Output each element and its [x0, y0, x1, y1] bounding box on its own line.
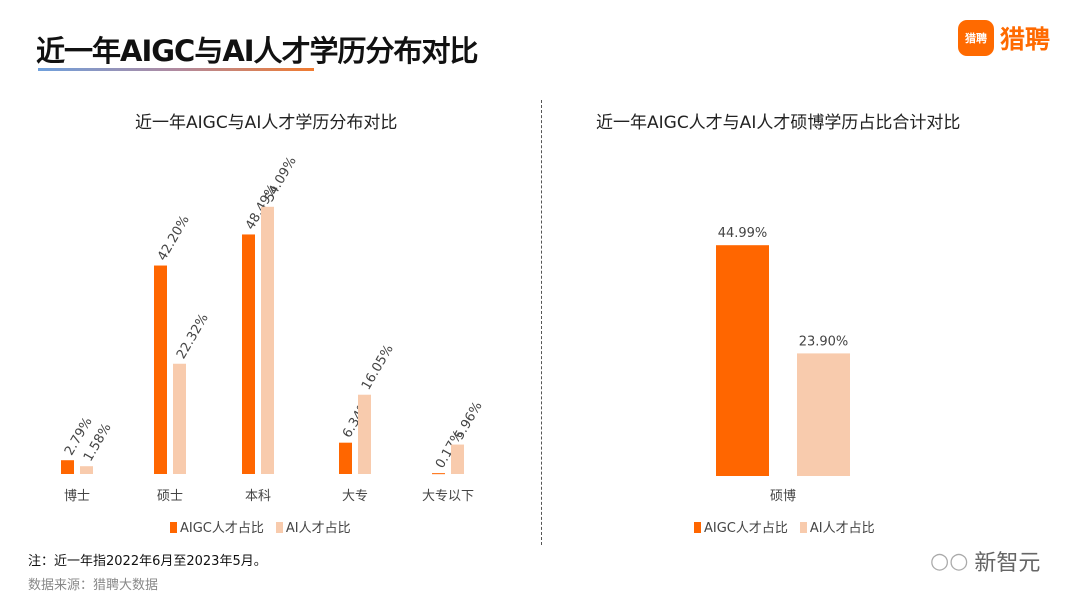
data-label: 44.99%	[718, 226, 768, 241]
liepin-logo: 猎聘 猎聘	[958, 20, 1050, 56]
title-underline	[38, 68, 314, 71]
bar-ai-0	[80, 466, 93, 474]
data-label: 22.32%	[174, 311, 212, 361]
wechat-icon: ○○	[930, 548, 969, 574]
watermark: ○○ 新智元	[930, 545, 1040, 577]
category-label: 硕士	[157, 489, 183, 504]
bar-aigc	[716, 245, 769, 476]
bar-ai-1	[173, 363, 186, 474]
bar-aigc-2	[242, 234, 255, 474]
category-label: 本科	[245, 489, 271, 504]
category-label: 大专	[342, 489, 368, 504]
logo-badge: 猎聘	[958, 20, 994, 56]
legend-aigc: AIGC人才占比	[170, 517, 264, 536]
bar-aigc-4	[432, 473, 445, 475]
bar-ai-4	[451, 444, 464, 474]
data-source: 数据来源：猎聘大数据	[28, 578, 159, 593]
data-label: 23.90%	[799, 334, 849, 349]
bar-aigc-1	[154, 265, 167, 474]
watermark-text: 新智元	[974, 551, 1041, 576]
legend-aigc: AIGC人才占比	[694, 517, 788, 536]
data-label: 16.05%	[359, 342, 397, 392]
legend-swatch-aigc	[170, 522, 177, 533]
bar-ai-3	[358, 394, 371, 474]
legend-swatch-aigc	[694, 522, 701, 533]
footnote: 注：近一年指2022年6月至2023年5月。	[28, 554, 267, 569]
bar-ai	[797, 353, 850, 476]
legend-label: AIGC人才占比	[180, 521, 264, 536]
bar-aigc-3	[339, 442, 352, 474]
data-label: 42.20%	[155, 213, 193, 263]
data-label: 5.96%	[452, 399, 486, 442]
right-chart-title: 近一年AIGC人才与AI人才硕博学历占比合计对比	[596, 113, 961, 133]
left-legend: AIGC人才占比 AI人才占比	[170, 517, 351, 536]
legend-swatch-ai	[799, 522, 807, 533]
chart-divider	[541, 100, 542, 545]
legend-ai: AI人才占比	[799, 517, 875, 536]
left-chart-title: 近一年AIGC与AI人才学历分布对比	[135, 113, 398, 133]
data-label: 54.09%	[262, 154, 300, 204]
bar-aigc-0	[61, 460, 74, 474]
legend-ai: AI人才占比	[275, 517, 351, 536]
legend-label: AIGC人才占比	[704, 521, 788, 536]
right-legend: AIGC人才占比 AI人才占比	[694, 517, 875, 536]
page-title: 近一年AIGC与AI人才学历分布对比	[36, 34, 479, 68]
legend-label: AI人才占比	[285, 521, 351, 536]
category-label: 大专以下	[422, 489, 474, 504]
legend-swatch-ai	[275, 522, 283, 533]
logo-text: 猎聘	[1000, 25, 1051, 54]
bar-ai-2	[261, 206, 274, 474]
legend-label: AI人才占比	[809, 521, 875, 536]
category-label: 博士	[64, 489, 90, 504]
category-label: 硕博	[770, 489, 796, 504]
